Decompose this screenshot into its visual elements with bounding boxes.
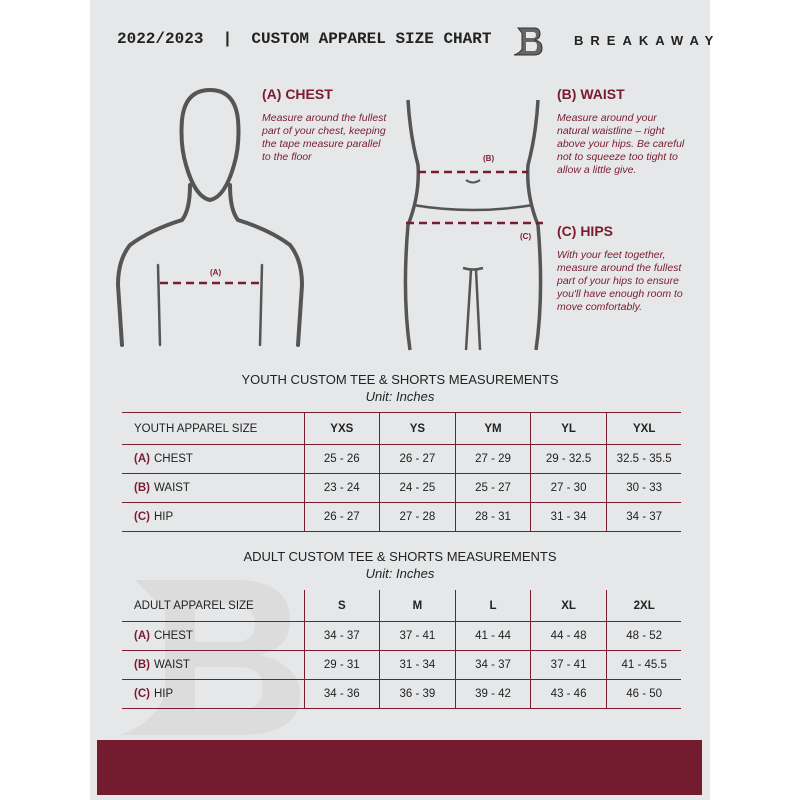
cell: 26 - 27 xyxy=(379,444,456,474)
hips-heading: (C) HIPS xyxy=(557,223,613,239)
size-col: YXS xyxy=(303,412,380,445)
row-label: CHEST xyxy=(153,453,193,465)
cell: 30 - 33 xyxy=(605,473,682,503)
row-label: WAIST xyxy=(153,659,190,671)
cell: 34 - 36 xyxy=(303,679,380,709)
table-row: (B) WAIST 29 - 31 31 - 34 34 - 37 37 - 41 41 … xyxy=(122,650,682,680)
cell: 24 - 25 xyxy=(379,473,456,503)
table-row: (A) CHEST 34 - 37 37 - 41 41 - 44 44 - 48 48 … xyxy=(122,621,682,651)
cell: 27 - 30 xyxy=(530,473,607,503)
chest-heading: (A) CHEST xyxy=(262,86,333,102)
cell: 34 - 37 xyxy=(303,621,380,651)
cell: 37 - 41 xyxy=(379,621,456,651)
waist-heading: (B) WAIST xyxy=(557,86,625,102)
page-title: 2022/2023 | CUSTOM APPAREL SIZE CHART xyxy=(117,30,492,48)
cell: 37 - 41 xyxy=(530,650,607,680)
row-key: (C) xyxy=(134,511,150,523)
hips-marker: (C) xyxy=(520,232,532,241)
cell: 26 - 27 xyxy=(303,502,380,532)
cell: 48 - 52 xyxy=(605,621,682,651)
waist-marker: (B) xyxy=(483,154,495,163)
size-col: YL xyxy=(530,412,607,445)
table-row: (B) WAIST 23 - 24 24 - 25 25 - 27 27 - 30 30 … xyxy=(122,473,682,503)
cell: 27 - 28 xyxy=(379,502,456,532)
youth-unit: Unit: Inches xyxy=(365,389,435,404)
cell: 36 - 39 xyxy=(379,679,456,709)
cell: 31 - 34 xyxy=(530,502,607,532)
row-label: WAIST xyxy=(153,482,190,494)
row-label: HIP xyxy=(153,688,174,700)
youth-table-title: YOUTH CUSTOM TEE & SHORTS MEASUREMENTS xyxy=(241,372,559,387)
chest-instructions: Measure around the fullest part of your … xyxy=(262,112,387,163)
size-col: S xyxy=(303,590,380,622)
row-key: (B) xyxy=(134,659,150,671)
waist-instructions: Measure around your natural waistline – … xyxy=(557,112,685,176)
table-header-row: YOUTH APPAREL SIZE YXS YS YM YL YXL xyxy=(122,412,682,445)
table-header-row: ADULT APPAREL SIZE S M L XL 2XL xyxy=(122,590,682,622)
upper-body-figure xyxy=(115,88,305,347)
cell: 46 - 50 xyxy=(605,679,682,709)
cell: 27 - 29 xyxy=(454,444,531,474)
size-col: L xyxy=(454,590,531,622)
row-key: (A) xyxy=(134,630,150,642)
adult-size-table: ADULT APPAREL SIZE S M L XL 2XL (A) CHEST… xyxy=(122,590,682,709)
cell: 41 - 44 xyxy=(454,621,531,651)
cell: 29 - 31 xyxy=(303,650,380,680)
row-key: (C) xyxy=(134,688,150,700)
cell: 34 - 37 xyxy=(454,650,531,680)
size-col: 2XL xyxy=(605,590,682,622)
size-col: M xyxy=(379,590,456,622)
torso-figure xyxy=(403,99,543,351)
adult-table-title: ADULT CUSTOM TEE & SHORTS MEASUREMENTS xyxy=(243,549,557,564)
cell: 25 - 26 xyxy=(303,444,380,474)
size-col: YS xyxy=(379,412,456,445)
breakaway-logo-icon xyxy=(513,27,543,56)
size-col: YXL xyxy=(605,412,682,445)
cell: 39 - 42 xyxy=(454,679,531,709)
cell: 29 - 32.5 xyxy=(530,444,607,474)
cell: 34 - 37 xyxy=(605,502,682,532)
brand-name: BREAKAWAY xyxy=(574,33,721,48)
youth-size-table: YOUTH APPAREL SIZE YXS YS YM YL YXL (A) C… xyxy=(122,412,682,532)
row-label: CHEST xyxy=(153,630,193,642)
hips-instructions: With your feet together, measure around … xyxy=(557,249,683,313)
table-row: (A) CHEST 25 - 26 26 - 27 27 - 29 29 - 32.5 3… xyxy=(122,444,682,474)
cell: 41 - 45.5 xyxy=(605,650,682,680)
size-col: YM xyxy=(454,412,531,445)
row-key: (B) xyxy=(134,482,150,494)
chest-marker: (A) xyxy=(210,268,222,277)
cell: 32.5 - 35.5 xyxy=(605,444,682,474)
cell: 25 - 27 xyxy=(454,473,531,503)
cell: 28 - 31 xyxy=(454,502,531,532)
cell: 44 - 48 xyxy=(530,621,607,651)
row-key: (A) xyxy=(134,453,150,465)
size-col: XL xyxy=(530,590,607,622)
size-header: YOUTH APPAREL SIZE xyxy=(122,412,304,445)
row-label: HIP xyxy=(153,511,174,523)
cell: 23 - 24 xyxy=(303,473,380,503)
table-row: (C) HIP 34 - 36 36 - 39 39 - 42 43 - 46 46 - … xyxy=(122,679,682,709)
adult-unit: Unit: Inches xyxy=(365,566,435,581)
footer-band xyxy=(97,740,702,795)
cell: 43 - 46 xyxy=(530,679,607,709)
table-row: (C) HIP 26 - 27 27 - 28 28 - 31 31 - 34 34 - … xyxy=(122,502,682,532)
size-header: ADULT APPAREL SIZE xyxy=(122,590,304,622)
cell: 31 - 34 xyxy=(379,650,456,680)
